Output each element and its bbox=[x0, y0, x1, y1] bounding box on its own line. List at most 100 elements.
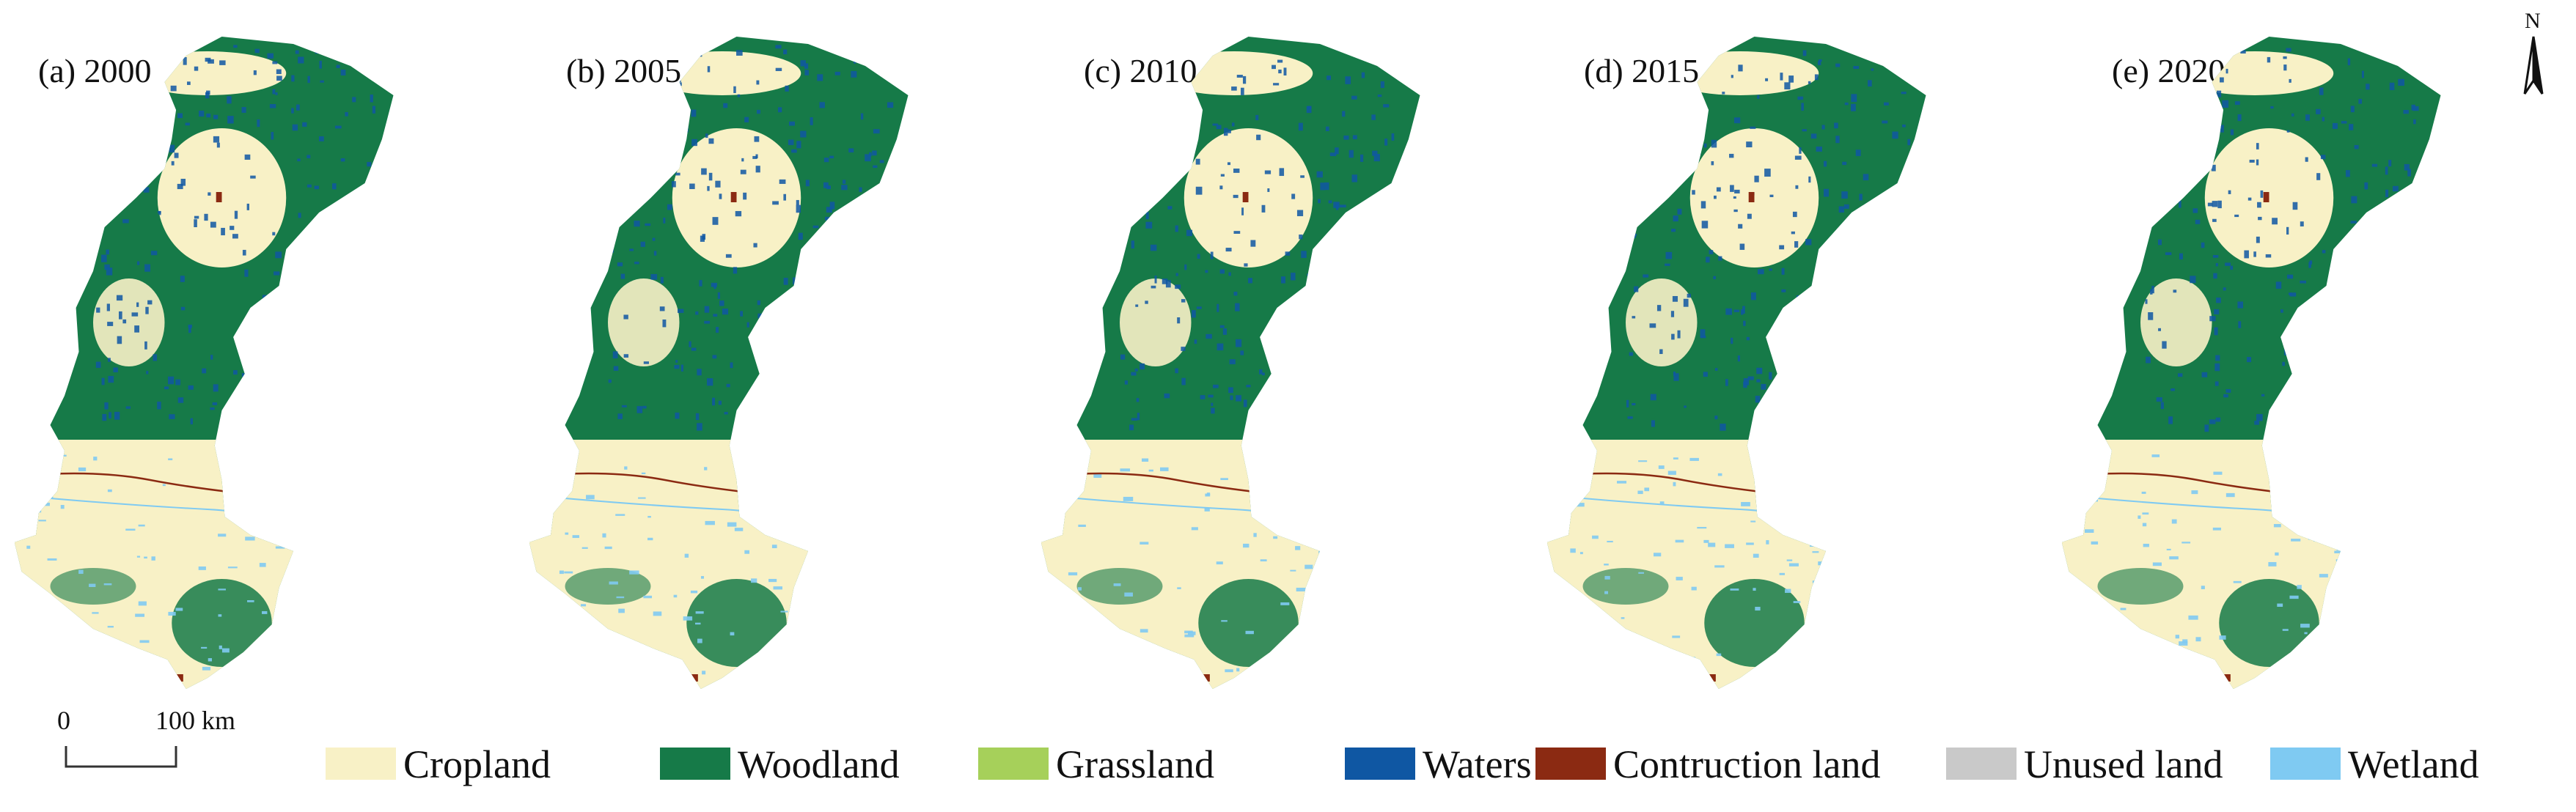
waters-patch bbox=[1388, 417, 1391, 421]
waters-patch bbox=[1677, 208, 1682, 215]
wetland-patch bbox=[289, 583, 293, 586]
waters-patch bbox=[1788, 75, 1794, 83]
waters-patch bbox=[1357, 205, 1362, 210]
waters-patch bbox=[244, 269, 249, 277]
waters-patch bbox=[1665, 251, 1673, 259]
waters-patch bbox=[169, 414, 175, 419]
waters-patch bbox=[298, 267, 302, 275]
waters-patch bbox=[286, 293, 293, 302]
wetland-patch bbox=[1604, 591, 1609, 594]
waters-patch bbox=[322, 417, 327, 421]
waters-patch bbox=[180, 276, 185, 282]
waters-patch bbox=[1351, 95, 1357, 100]
waters-patch bbox=[1348, 150, 1354, 158]
waters-patch bbox=[1241, 207, 1244, 215]
waters-patch bbox=[819, 102, 825, 108]
wetland-patch bbox=[638, 497, 646, 499]
wetland-patch bbox=[26, 545, 31, 549]
waters-patch bbox=[2375, 231, 2379, 234]
waters-patch bbox=[1194, 339, 1197, 344]
waters-patch bbox=[1824, 290, 1830, 296]
waters-patch bbox=[2353, 268, 2357, 276]
waters-patch bbox=[2280, 309, 2283, 313]
waters-patch bbox=[1868, 80, 1872, 87]
waters-patch bbox=[1212, 123, 1219, 126]
waters-patch bbox=[759, 382, 763, 388]
waters-patch bbox=[2257, 202, 2261, 208]
wetland-patch bbox=[38, 509, 42, 513]
waters-patch bbox=[355, 409, 359, 414]
wetland-patch bbox=[1304, 564, 1313, 569]
waters-patch bbox=[1764, 169, 1771, 177]
waters-patch bbox=[1882, 120, 1888, 124]
waters-patch bbox=[245, 335, 252, 342]
waters-patch bbox=[291, 75, 295, 82]
waters-patch bbox=[1386, 48, 1390, 52]
waters-patch bbox=[2413, 408, 2419, 411]
waters-patch bbox=[2379, 246, 2385, 251]
wetland-patch bbox=[1191, 527, 1198, 531]
waters-patch bbox=[267, 53, 274, 59]
waters-patch bbox=[1390, 49, 1392, 55]
waters-patch bbox=[2354, 144, 2359, 150]
waters-patch bbox=[620, 273, 625, 279]
waters-patch bbox=[114, 173, 120, 180]
waters-patch bbox=[873, 324, 877, 333]
waters-patch bbox=[613, 366, 619, 371]
waters-patch bbox=[280, 289, 287, 293]
waters-patch bbox=[1850, 383, 1855, 388]
waters-patch bbox=[274, 271, 280, 276]
waters-patch bbox=[2286, 48, 2291, 52]
wetland-patch bbox=[1809, 543, 1819, 547]
waters-patch bbox=[336, 64, 340, 68]
waters-patch bbox=[340, 158, 345, 162]
waters-patch bbox=[1835, 63, 1841, 67]
waters-patch bbox=[796, 199, 799, 205]
waters-patch bbox=[756, 80, 760, 85]
waters-patch bbox=[244, 154, 251, 160]
waters-patch bbox=[2157, 195, 2160, 198]
wetland-patch bbox=[647, 537, 653, 541]
waters-patch bbox=[2247, 357, 2252, 363]
waters-patch bbox=[177, 397, 184, 403]
wetland-patch bbox=[1804, 470, 1810, 474]
waters-patch bbox=[1175, 273, 1178, 276]
wetland-patch bbox=[1570, 548, 1576, 553]
waters-patch bbox=[1404, 341, 1410, 345]
waters-patch bbox=[2207, 202, 2213, 207]
wetland-patch bbox=[653, 611, 662, 616]
waters-patch bbox=[1837, 275, 1841, 284]
wetland-patch bbox=[259, 563, 266, 567]
waters-patch bbox=[1634, 233, 1637, 236]
waters-patch bbox=[134, 325, 140, 333]
waters-patch bbox=[2214, 309, 2220, 314]
waters-patch bbox=[1892, 131, 1898, 139]
waters-patch bbox=[1267, 354, 1270, 362]
waters-patch bbox=[122, 319, 127, 324]
waters-patch bbox=[2282, 361, 2285, 366]
construction-spot-south bbox=[1709, 674, 1716, 682]
waters-patch bbox=[1879, 46, 1885, 52]
waters-patch bbox=[2256, 236, 2260, 243]
waters-patch bbox=[2345, 170, 2350, 177]
waters-patch bbox=[851, 70, 857, 78]
wetland-patch bbox=[1098, 661, 1106, 663]
map-2010 bbox=[1041, 37, 1420, 689]
waters-patch bbox=[1855, 307, 1862, 314]
waters-patch bbox=[1131, 372, 1137, 376]
wetland-patch bbox=[2308, 535, 2312, 540]
waters-patch bbox=[281, 290, 286, 298]
waters-patch bbox=[208, 59, 214, 64]
waters-patch bbox=[254, 48, 260, 53]
waters-patch bbox=[2212, 201, 2218, 207]
waters-patch bbox=[136, 302, 139, 307]
waters-patch bbox=[1219, 325, 1225, 328]
waters-patch bbox=[175, 379, 181, 385]
wetland-patch bbox=[771, 545, 777, 548]
waters-patch bbox=[1802, 129, 1807, 132]
wetland-patch bbox=[224, 503, 233, 506]
waters-patch bbox=[2190, 92, 2197, 100]
waters-patch bbox=[1352, 135, 1357, 140]
wetland-patch bbox=[1221, 620, 1228, 622]
waters-patch bbox=[713, 314, 718, 317]
